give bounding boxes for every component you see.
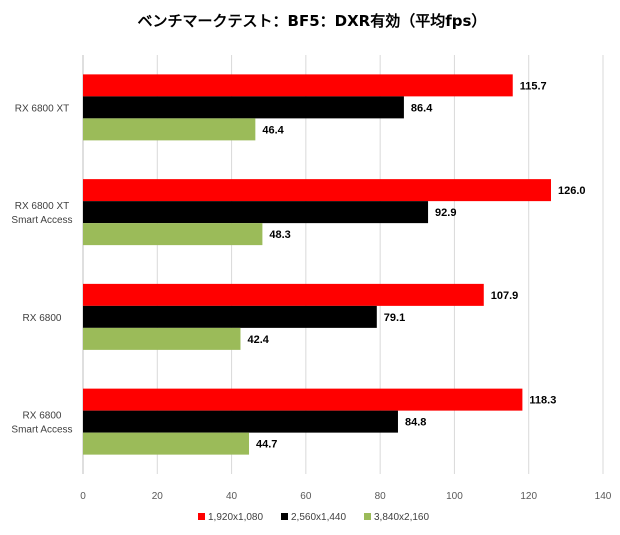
bar bbox=[83, 305, 377, 328]
legend-label: 1,920x1,080 bbox=[208, 512, 263, 523]
x-tick-label: 20 bbox=[152, 491, 164, 502]
bar bbox=[83, 74, 513, 97]
bar bbox=[83, 201, 429, 224]
chart-title: ベンチマークテスト：BF5：DXR有効（平均fps） bbox=[138, 12, 487, 30]
bar bbox=[83, 410, 398, 433]
data-label: 86.4 bbox=[411, 102, 433, 114]
legend-label: 3,840x2,160 bbox=[374, 512, 429, 523]
legend-swatch bbox=[364, 513, 371, 520]
category-label: RX 6800 bbox=[23, 411, 62, 422]
bar bbox=[83, 388, 523, 411]
x-tick-label: 80 bbox=[375, 491, 387, 502]
category-label: RX 6800 bbox=[23, 313, 62, 324]
data-label: 79.1 bbox=[384, 312, 405, 324]
bars bbox=[83, 74, 551, 455]
data-label: 92.9 bbox=[435, 207, 456, 219]
x-tick-label: 40 bbox=[226, 491, 238, 502]
legend: 1,920x1,080 2,560x1,440 3,840x2,160 bbox=[198, 512, 429, 523]
bar bbox=[83, 283, 484, 306]
x-tick-label: 0 bbox=[80, 491, 86, 502]
data-label: 42.4 bbox=[247, 334, 269, 346]
bar bbox=[83, 432, 250, 455]
legend-swatch bbox=[281, 513, 288, 520]
bar bbox=[83, 327, 241, 350]
category-label: RX 6800 XT bbox=[15, 103, 69, 114]
category-label: Smart Access bbox=[11, 425, 72, 436]
bar bbox=[83, 96, 404, 119]
legend-swatch bbox=[198, 513, 205, 520]
data-label: 48.3 bbox=[269, 229, 290, 241]
x-tick-label: 60 bbox=[300, 491, 312, 502]
x-tick-label: 120 bbox=[520, 491, 537, 502]
category-label: Smart Access bbox=[11, 215, 72, 226]
x-tick-label: 100 bbox=[446, 491, 463, 502]
category-labels: RX 6800 XT RX 6800 XT Smart Access RX 6800 R… bbox=[11, 103, 72, 435]
data-label: 46.4 bbox=[262, 124, 284, 136]
data-label: 107.9 bbox=[491, 290, 519, 302]
x-axis-ticks: 0 20 40 60 80 100 120 140 bbox=[80, 491, 612, 502]
data-label: 126.0 bbox=[558, 185, 586, 197]
data-label: 84.8 bbox=[405, 417, 426, 429]
data-label: 44.7 bbox=[256, 439, 277, 451]
data-label: 118.3 bbox=[529, 395, 556, 407]
bar bbox=[83, 118, 256, 141]
data-labels: 115.7 86.4 46.4 126.0 92.9 48.3 107.9 79.1 42.4 1… bbox=[247, 80, 585, 450]
data-label: 115.7 bbox=[520, 80, 547, 92]
category-label: RX 6800 XT bbox=[15, 201, 69, 212]
x-tick-label: 140 bbox=[595, 491, 612, 502]
bar bbox=[83, 179, 551, 202]
bar bbox=[83, 223, 263, 246]
legend-label: 2,560x1,440 bbox=[291, 512, 346, 523]
